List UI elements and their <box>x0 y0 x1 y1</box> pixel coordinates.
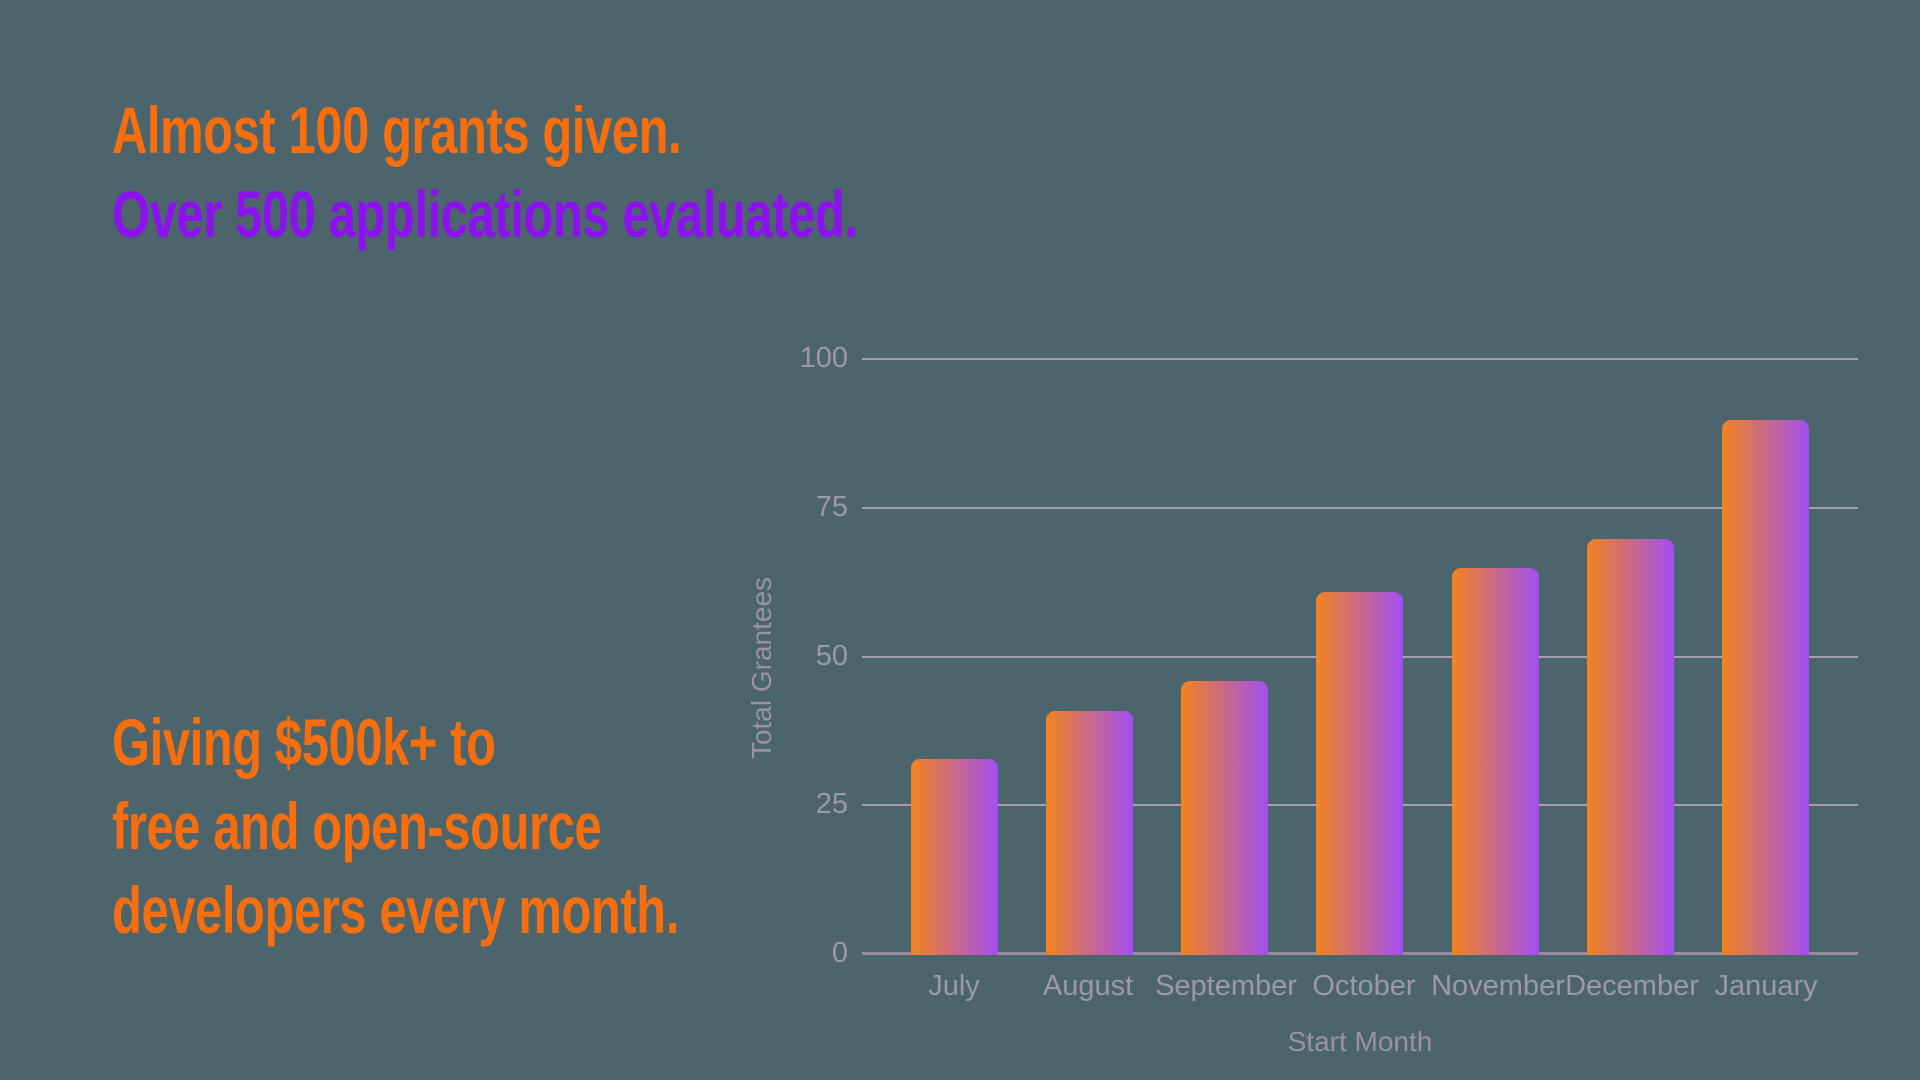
bar-band-january <box>1698 360 1833 955</box>
subtext-line-1: Giving $500k+ to <box>112 705 496 779</box>
x-axis-title: Start Month <box>1287 1026 1433 1057</box>
x-tick-label-october: October <box>1312 970 1416 1002</box>
bar-band-october <box>1292 360 1427 955</box>
y-tick-label-50: 50 <box>815 639 848 672</box>
headline: Almost 100 grants given. Over 500 applic… <box>112 88 858 256</box>
bar-october <box>1316 592 1404 955</box>
x-tick-label-november: November <box>1431 970 1565 1002</box>
bar-september <box>1181 681 1269 955</box>
bar-january <box>1721 419 1809 955</box>
subtext-line-3: developers every month. <box>112 873 679 947</box>
x-tick-label-december: December <box>1565 970 1699 1002</box>
bar-band-november <box>1428 360 1563 955</box>
bar-band-july <box>887 360 1022 955</box>
bar-november <box>1451 568 1539 955</box>
y-tick-label-0: 0 <box>831 937 848 969</box>
gridline-100 <box>862 358 1858 360</box>
x-tick-label-july: July <box>928 970 980 1002</box>
y-tick-label-100: 100 <box>799 342 848 374</box>
x-tick-label-september: September <box>1155 970 1297 1002</box>
headline-line-1: Almost 100 grants given. <box>112 93 682 167</box>
bar-july <box>911 758 999 955</box>
bar-band-december <box>1563 360 1698 955</box>
headline-line-2: Over 500 applications evaluated. <box>112 177 858 251</box>
x-tick-labels: July August September October November Decemb… <box>887 969 1833 1003</box>
bar-august <box>1046 711 1134 955</box>
bar-december <box>1586 538 1674 955</box>
bars-layer <box>887 360 1833 955</box>
x-tick-label-january: January <box>1714 970 1818 1002</box>
plot-area: 0 25 50 75 100 July August September October Nov… <box>800 342 1858 1002</box>
gridline-75 <box>862 506 1858 509</box>
bar-band-august <box>1022 360 1157 955</box>
y-tick-label-75: 75 <box>815 490 848 523</box>
subtext: Giving $500k+ to free and open-source de… <box>112 700 679 952</box>
y-tick-label-25: 25 <box>815 788 848 821</box>
bar-band-september <box>1157 360 1292 955</box>
subtext-line-2: free and open-source <box>112 789 602 863</box>
x-tick-label-august: August <box>1042 970 1134 1002</box>
